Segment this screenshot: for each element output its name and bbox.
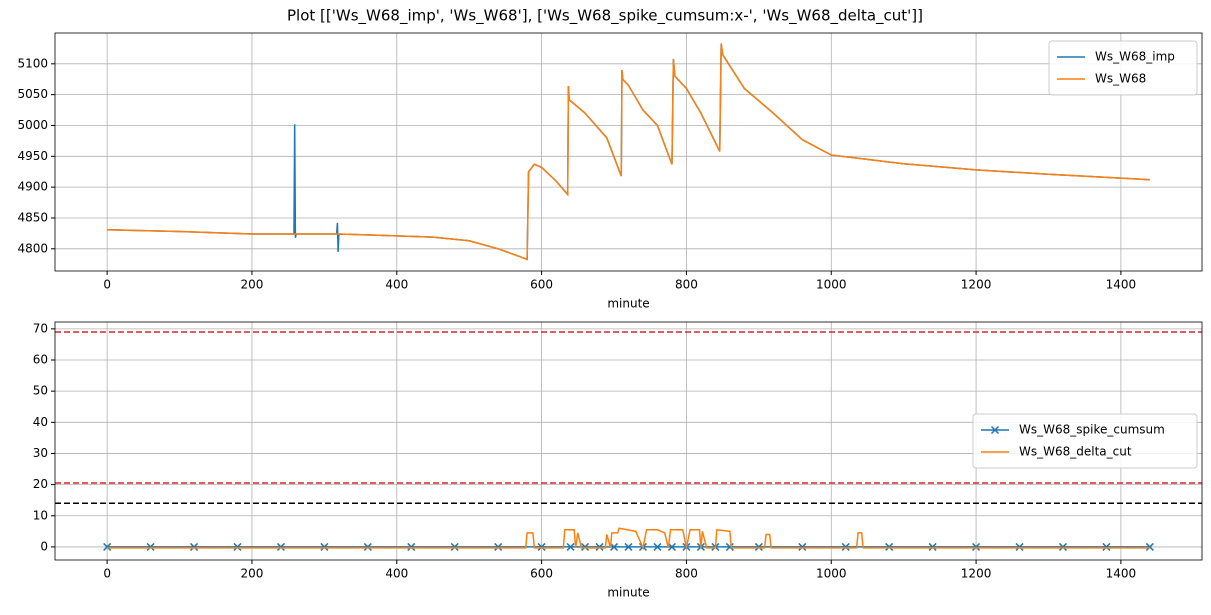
marker — [595, 542, 604, 551]
y-tick-label: 5050 — [17, 87, 48, 101]
marker — [189, 542, 199, 551]
marker — [1102, 542, 1111, 551]
marker — [885, 542, 894, 551]
marker — [798, 542, 807, 551]
marker — [972, 542, 981, 551]
marker — [609, 542, 619, 551]
marker — [407, 542, 416, 551]
series-line — [107, 43, 1150, 261]
y-tick-label: 4950 — [17, 149, 48, 163]
x-tick-label: 0 — [103, 278, 111, 292]
marker — [653, 542, 662, 551]
marker — [1015, 542, 1024, 551]
x-tick-label: 1200 — [961, 567, 992, 581]
figure-title: Plot [['Ws_W68_imp', 'Ws_W68'], ['Ws_W68… — [287, 7, 923, 26]
marker — [276, 542, 285, 551]
y-tick-label: 4850 — [17, 210, 48, 224]
legend: Ws_W68_spike_cumsum Ws_W68_delta_cut — [972, 413, 1198, 469]
series-line — [107, 527, 1150, 551]
y-tick-label: 30 — [33, 446, 48, 460]
y-tick-label: 40 — [33, 415, 48, 429]
series-line — [107, 43, 1150, 261]
marker — [320, 542, 329, 551]
x-tick-label: 1000 — [816, 278, 847, 292]
marker — [754, 542, 763, 551]
y-tick-label: 60 — [33, 353, 48, 367]
marker — [494, 542, 503, 551]
y-tick-label: 0 — [40, 539, 48, 553]
legend-box — [972, 413, 1198, 469]
marker — [667, 542, 676, 551]
x-tick-label: 600 — [530, 278, 553, 292]
x-tick-label: 1000 — [816, 567, 847, 581]
x-tick-label: 400 — [385, 278, 408, 292]
marker — [725, 542, 734, 551]
x-tick-label: 800 — [675, 278, 698, 292]
marker — [841, 542, 850, 551]
x-axis-label: minute — [607, 297, 649, 311]
marker — [581, 542, 590, 551]
axes-frame — [54, 32, 1203, 272]
legend-label: Ws_W68 — [1095, 72, 1146, 86]
x-tick-label: 200 — [241, 567, 264, 581]
legend-marker — [990, 425, 1000, 435]
marker — [233, 542, 242, 551]
x-tick-label: 800 — [675, 567, 698, 581]
legend-label: Ws_W68_imp — [1095, 50, 1175, 64]
x-tick-label: 1200 — [961, 278, 992, 292]
marker — [103, 542, 112, 551]
y-tick-label: 5000 — [17, 118, 48, 132]
legend-label: Ws_W68_delta_cut — [1019, 445, 1132, 459]
x-tick-label: 200 — [241, 278, 264, 292]
x-tick-label: 400 — [385, 567, 408, 581]
marker — [1145, 542, 1154, 551]
y-tick-label: 10 — [33, 508, 48, 522]
marker — [537, 542, 546, 551]
y-tick-label: 50 — [33, 384, 48, 398]
legend-box — [1048, 40, 1198, 96]
marker — [624, 542, 633, 551]
marker — [363, 542, 372, 551]
marker — [566, 542, 575, 551]
y-tick-label: 70 — [33, 321, 48, 335]
x-axis-label: minute — [607, 586, 649, 600]
x-tick-label: 0 — [103, 567, 111, 581]
axes-frame — [54, 321, 1203, 561]
y-tick-label: 20 — [33, 477, 48, 491]
marker — [450, 542, 459, 551]
x-tick-label: 1400 — [1106, 278, 1137, 292]
y-tick-label: 4800 — [17, 241, 48, 255]
y-tick-label: 4900 — [17, 180, 48, 194]
x-tick-label: 600 — [530, 567, 553, 581]
marker — [146, 542, 155, 551]
x-tick-label: 1400 — [1106, 567, 1137, 581]
legend: Ws_W68_imp Ws_W68 — [1048, 40, 1198, 96]
marker — [1058, 542, 1068, 551]
y-tick-label: 5100 — [17, 56, 48, 70]
marker — [928, 542, 937, 551]
legend-label: Ws_W68_spike_cumsum — [1019, 423, 1165, 437]
